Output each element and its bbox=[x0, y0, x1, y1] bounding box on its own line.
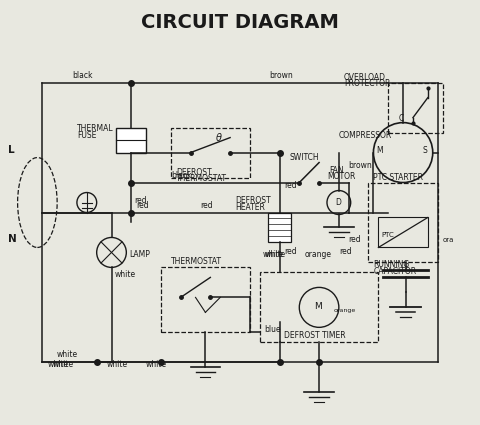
Text: white: white bbox=[107, 360, 128, 369]
Text: M: M bbox=[314, 302, 322, 312]
Text: red: red bbox=[134, 196, 147, 204]
FancyBboxPatch shape bbox=[117, 128, 146, 153]
Text: RUNNING: RUNNING bbox=[373, 261, 410, 269]
Text: LAMP: LAMP bbox=[129, 250, 150, 259]
Text: white: white bbox=[146, 360, 167, 369]
Text: FUSE: FUSE bbox=[77, 130, 96, 139]
Text: N: N bbox=[8, 235, 16, 244]
Text: red: red bbox=[201, 201, 213, 210]
Text: PTC STARTER: PTC STARTER bbox=[373, 173, 423, 181]
Text: orange: orange bbox=[334, 309, 356, 313]
Text: white: white bbox=[264, 250, 286, 259]
Text: CAPACITOR: CAPACITOR bbox=[373, 267, 417, 276]
Text: SWITCH: SWITCH bbox=[289, 153, 319, 162]
Text: DEFROST TIMER: DEFROST TIMER bbox=[285, 332, 346, 340]
Text: white: white bbox=[57, 350, 78, 359]
Text: COMPRESSOR: COMPRESSOR bbox=[339, 130, 392, 139]
Text: white: white bbox=[263, 250, 284, 259]
FancyBboxPatch shape bbox=[268, 212, 291, 242]
Text: blue: blue bbox=[264, 326, 281, 334]
Text: ora: ora bbox=[443, 238, 454, 244]
Text: white: white bbox=[52, 360, 73, 369]
Text: orange: orange bbox=[304, 250, 331, 259]
Text: DEFROST: DEFROST bbox=[235, 196, 271, 204]
Text: PTC: PTC bbox=[381, 232, 394, 238]
Text: THERMOSTAT: THERMOSTAT bbox=[176, 173, 227, 183]
Text: black: black bbox=[171, 170, 192, 179]
Text: FAN: FAN bbox=[329, 166, 344, 175]
Text: S: S bbox=[423, 146, 428, 155]
Text: brown: brown bbox=[270, 71, 293, 79]
Text: $\theta$: $\theta$ bbox=[216, 130, 223, 143]
Text: THERMOSTAT: THERMOSTAT bbox=[171, 258, 222, 266]
Text: THERMAL: THERMAL bbox=[77, 124, 114, 133]
Text: red: red bbox=[136, 201, 149, 210]
Text: HEATER: HEATER bbox=[235, 202, 265, 212]
Text: red: red bbox=[349, 235, 361, 244]
Text: MOTOR: MOTOR bbox=[327, 172, 355, 181]
Text: C: C bbox=[398, 113, 403, 123]
Text: D: D bbox=[335, 198, 341, 207]
Text: M: M bbox=[376, 146, 383, 155]
Text: white: white bbox=[47, 360, 68, 369]
Text: CIRCUIT DIAGRAM: CIRCUIT DIAGRAM bbox=[141, 13, 339, 32]
Text: PROTECTOR: PROTECTOR bbox=[344, 79, 390, 88]
Text: brown: brown bbox=[349, 161, 372, 170]
Text: DEFROST: DEFROST bbox=[176, 167, 211, 176]
Text: L: L bbox=[8, 144, 14, 155]
Text: red: red bbox=[285, 181, 297, 190]
Text: red: red bbox=[339, 247, 351, 256]
Text: black: black bbox=[72, 71, 93, 79]
Text: red: red bbox=[285, 247, 297, 256]
Text: white: white bbox=[114, 270, 135, 279]
Text: OVERLOAD: OVERLOAD bbox=[344, 73, 386, 82]
